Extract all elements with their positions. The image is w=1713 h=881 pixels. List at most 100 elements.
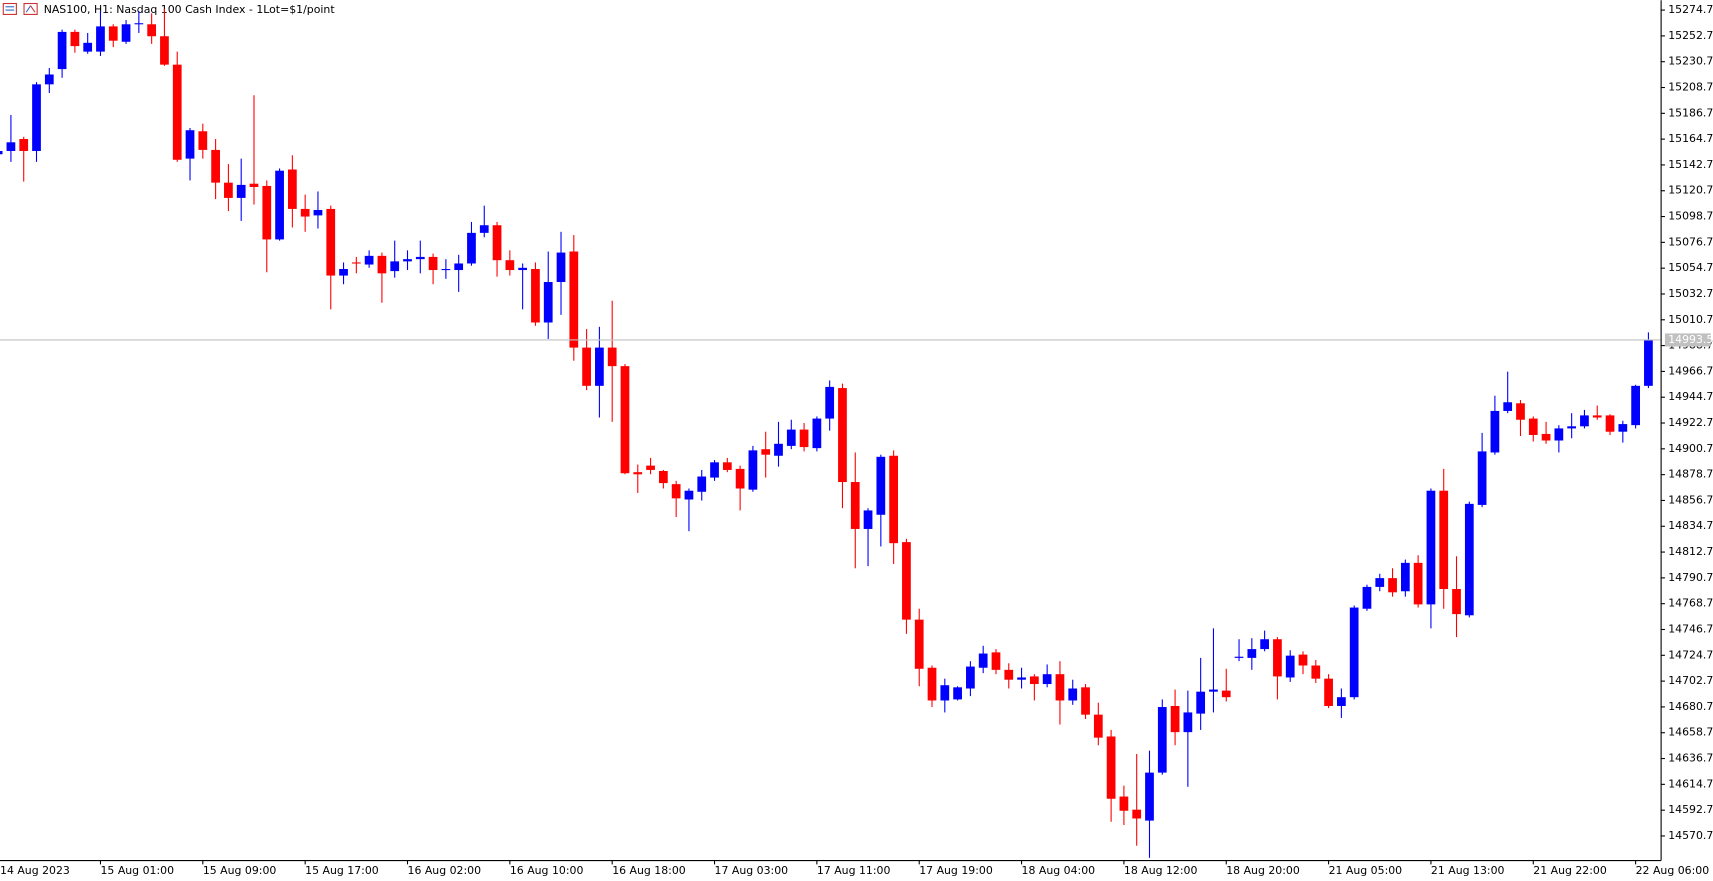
candle-body xyxy=(1580,415,1589,427)
candle-body xyxy=(147,24,157,37)
x-tick-label: 18 Aug 04:00 xyxy=(1022,864,1096,877)
x-tick-label: 21 Aug 05:00 xyxy=(1329,864,1403,877)
candle-body xyxy=(1503,402,1513,411)
candle-body xyxy=(108,26,118,41)
candle-body xyxy=(658,471,668,484)
candle-body xyxy=(1464,503,1474,616)
y-tick-label: 15054.7 xyxy=(1668,261,1713,274)
y-tick-label: 14680.7 xyxy=(1668,700,1713,713)
candle-body xyxy=(1516,403,1525,420)
candle-body xyxy=(722,462,732,470)
y-tick-label: 15098.7 xyxy=(1668,210,1713,223)
candle-body xyxy=(595,347,604,386)
candle-body xyxy=(313,209,323,216)
candle-body xyxy=(1119,796,1129,811)
candle-body xyxy=(6,142,16,151)
candle-body xyxy=(1362,586,1372,609)
y-tick-label: 14636.7 xyxy=(1668,752,1713,765)
candle-body xyxy=(1247,649,1257,658)
candle-body xyxy=(1068,688,1078,701)
candle-body xyxy=(262,185,272,240)
y-tick-label: 14922.7 xyxy=(1668,416,1713,429)
candle-body xyxy=(863,510,873,529)
candle-body xyxy=(1413,562,1423,605)
candle-body xyxy=(1017,677,1026,680)
y-tick-label: 14856.7 xyxy=(1668,493,1713,506)
candle-body xyxy=(978,653,988,668)
candle-body xyxy=(1400,562,1410,592)
candle-body xyxy=(1528,418,1538,435)
candle-body xyxy=(518,267,528,271)
x-tick-label: 21 Aug 22:00 xyxy=(1533,864,1607,877)
candle-body xyxy=(1567,426,1577,429)
candle-body xyxy=(1452,589,1461,615)
x-tick-label: 22 Aug 06:00 xyxy=(1636,864,1710,877)
candle-body xyxy=(1209,689,1218,692)
candle-body xyxy=(1426,490,1436,605)
candle-body xyxy=(799,429,809,448)
y-tick-label: 15164.7 xyxy=(1668,132,1713,145)
candle-body xyxy=(684,490,694,500)
candle-body xyxy=(1106,736,1116,799)
candle-body xyxy=(57,31,67,70)
x-tick-label: 17 Aug 11:00 xyxy=(817,864,891,877)
candle-body xyxy=(966,666,975,689)
candle-body xyxy=(44,74,54,85)
candle-body xyxy=(1375,578,1385,587)
candle-body xyxy=(32,84,41,151)
candle-body xyxy=(70,31,80,47)
candle-body xyxy=(556,252,566,283)
candle-body xyxy=(1260,639,1269,650)
candle-body xyxy=(646,465,655,470)
candle-body xyxy=(377,255,387,274)
candle-body xyxy=(607,347,617,367)
candle-body xyxy=(1157,707,1167,773)
x-tick-label: 16 Aug 18:00 xyxy=(612,864,686,877)
candle-body xyxy=(428,256,438,271)
candle-body xyxy=(1029,676,1039,685)
candle-body xyxy=(1285,655,1295,678)
y-tick-label: 14768.7 xyxy=(1668,597,1713,610)
candle-body xyxy=(1324,678,1333,706)
candle-body xyxy=(19,139,29,151)
candle-body xyxy=(492,225,502,261)
y-tick-label: 15230.7 xyxy=(1668,55,1713,68)
y-tick-label: 14614.7 xyxy=(1668,777,1713,790)
candle-body xyxy=(1196,691,1206,714)
candle-body xyxy=(786,429,796,446)
candle-body xyxy=(96,26,105,52)
y-tick-label: 14746.7 xyxy=(1668,622,1713,635)
candle-body xyxy=(582,347,591,386)
candle-body xyxy=(1042,674,1052,685)
x-tick-label: 16 Aug 10:00 xyxy=(510,864,584,877)
y-tick-label: 15010.7 xyxy=(1668,313,1713,326)
x-tick-label: 17 Aug 03:00 xyxy=(715,864,789,877)
chart-icon xyxy=(2,2,17,15)
candle-body xyxy=(812,418,822,449)
y-tick-label: 15142.7 xyxy=(1668,158,1713,171)
candle-body xyxy=(224,182,233,198)
x-tick-label: 15 Aug 01:00 xyxy=(100,864,174,877)
candle-body xyxy=(531,268,540,323)
candle-body xyxy=(185,130,195,159)
chart-title: NAS100, H1: Nasdaq 100 Cash Index - 1Lot… xyxy=(44,3,336,16)
y-tick-label: 15120.7 xyxy=(1668,184,1713,197)
candle-body xyxy=(1554,428,1564,441)
candle-body xyxy=(1093,714,1103,738)
y-tick-label: 15032.7 xyxy=(1668,287,1713,300)
candle-body xyxy=(1337,697,1346,706)
y-tick-label: 15274.7 xyxy=(1668,3,1713,16)
y-tick-label: 14900.7 xyxy=(1668,442,1713,455)
candle-body xyxy=(902,542,911,620)
candle-body xyxy=(991,652,1001,670)
y-tick-label: 14812.7 xyxy=(1668,545,1713,558)
candle-body xyxy=(1145,772,1154,821)
y-tick-label: 14790.7 xyxy=(1668,571,1713,584)
candle-body xyxy=(1490,410,1500,453)
candle-body xyxy=(454,263,464,271)
candle-body xyxy=(415,256,425,260)
candle-body xyxy=(850,482,860,529)
y-tick-label: 14966.7 xyxy=(1668,364,1713,377)
x-tick-label: 14 Aug 2023 xyxy=(0,864,70,877)
